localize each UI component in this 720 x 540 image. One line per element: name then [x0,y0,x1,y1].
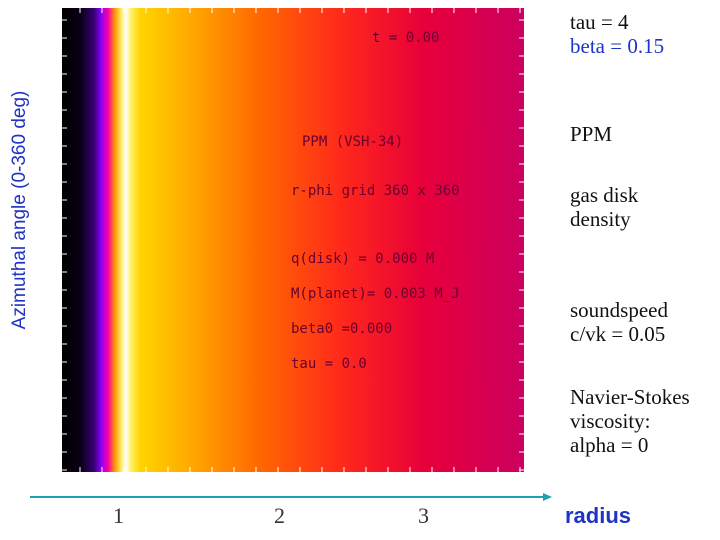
x-axis-label: radius [565,503,632,528]
param-block: tau = 4 beta = 0.15 [570,10,664,58]
soundspeed-line-2: c/vk = 0.05 [570,322,666,346]
annotation-mplanet: M(planet)= 0.003 M_J [291,286,460,302]
viscosity-line-1: Navier-Stokes [570,385,690,409]
x-axis-arrow [30,493,552,501]
x-tick-label-1: 1 [113,503,124,528]
viscosity-block: Navier-Stokes viscosity: alpha = 0 [570,385,690,457]
viscosity-line-2: viscosity: [570,409,651,433]
x-tick-label-2: 2 [274,503,285,528]
quantity-line-1: gas disk [570,183,639,207]
annotation-qdisk: q(disk) = 0.000 M [291,251,435,267]
frame-ticks [62,8,524,472]
tau-text: tau = 4 [570,10,629,34]
annotation-beta0: beta0 =0.000 [291,321,393,337]
method-text: PPM [570,122,613,146]
x-tick-label-3: 3 [418,503,429,528]
beta-text: beta = 0.15 [570,34,665,58]
annotation-grid: r-phi grid 360 x 360 [291,183,460,199]
quantity-block: gas disk density [570,183,638,231]
quantity-line-2: density [570,207,631,231]
viscosity-line-3: alpha = 0 [570,433,649,457]
annotation-time: t = 0.00 [372,30,440,46]
soundspeed-block: soundspeed c/vk = 0.05 [570,298,668,346]
heatmap-image [62,8,524,472]
annotation-tau: tau = 0.0 [291,356,367,372]
annotation-method: PPM (VSH-34) [302,134,404,150]
soundspeed-line-1: soundspeed [570,298,668,322]
